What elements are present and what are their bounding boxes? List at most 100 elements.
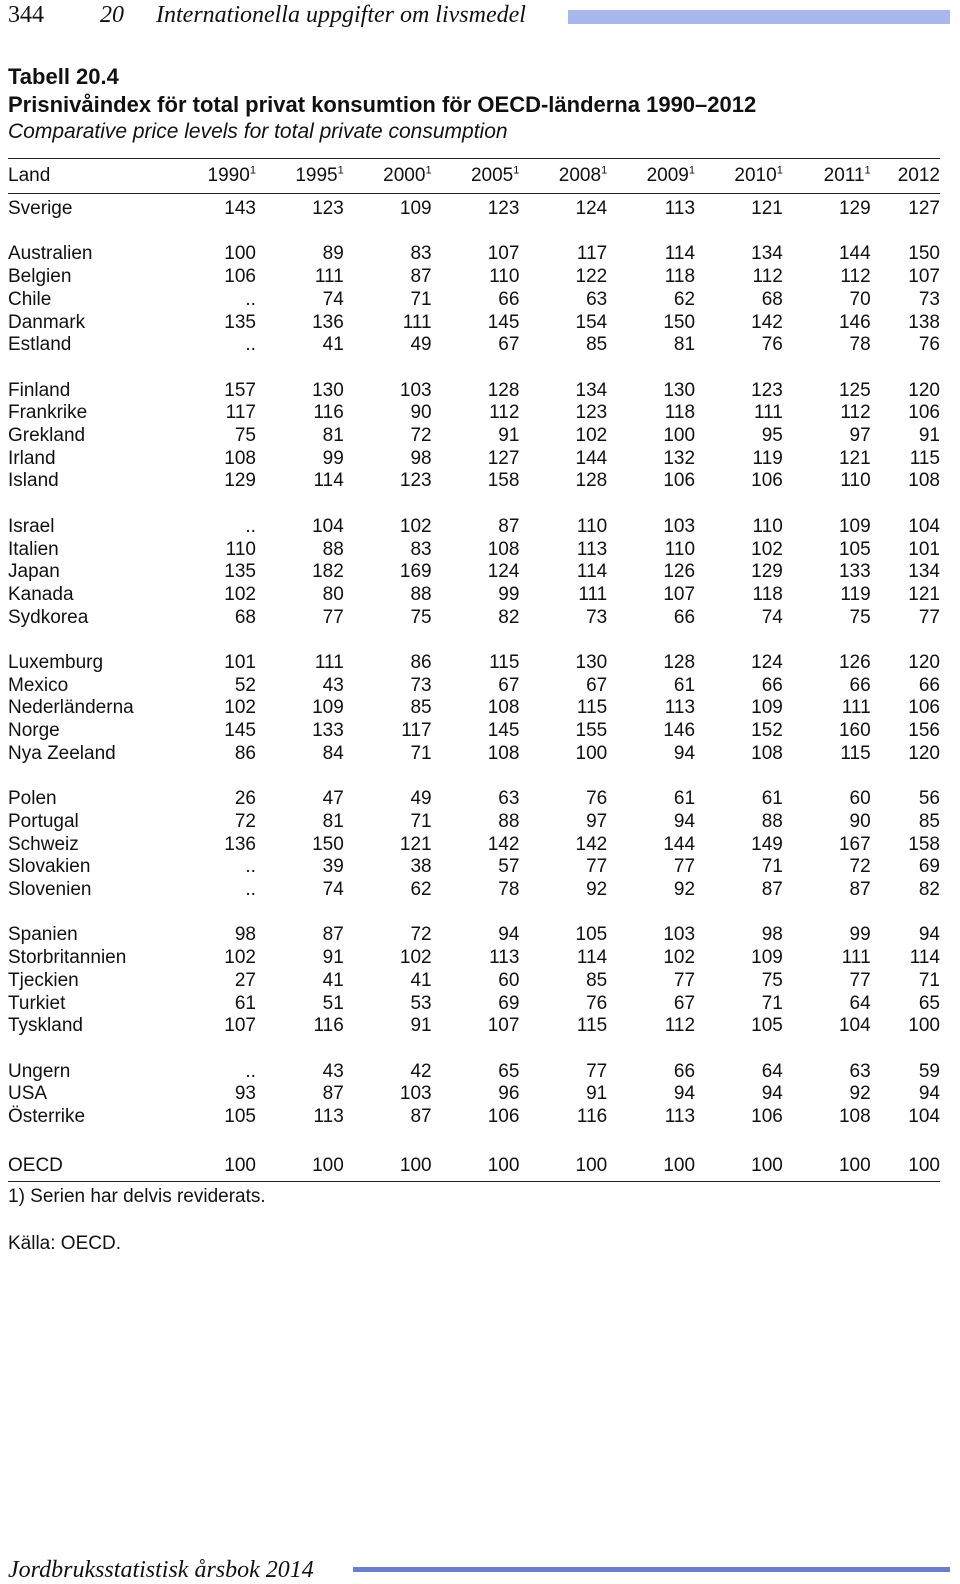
index-value-cell: 114: [313, 470, 344, 492]
column-header-label: 1995: [295, 165, 338, 186]
country-cell: Luxemburg: [8, 652, 104, 673]
index-value-cell: 65: [918, 992, 940, 1014]
index-value-cell: 110: [840, 470, 871, 492]
index-value-cell: 124: [751, 652, 783, 673]
index-value-cell: 63: [849, 1060, 871, 1082]
country-cell: Danmark: [8, 311, 86, 333]
country-cell: Spanien: [8, 924, 78, 946]
index-value-cell: 76: [586, 992, 608, 1014]
index-value-cell: 87: [410, 266, 432, 288]
index-value-cell: 121: [751, 198, 783, 219]
index-value-cell: 136: [224, 833, 256, 855]
index-value-cell: 95: [761, 425, 783, 446]
index-value-cell: 72: [410, 924, 432, 946]
index-value-cell: 102: [399, 947, 432, 969]
table-row: Frankrike 117 116 90 112 123 118 111 112 106: [8, 402, 940, 425]
index-value-cell: ..: [245, 856, 256, 878]
index-value-cell: 82: [498, 606, 520, 628]
country-cell: Island: [8, 470, 59, 492]
index-value-cell: 112: [840, 402, 871, 424]
column-header-year: 20111: [782, 158, 871, 194]
index-value-cell: 57: [498, 856, 520, 878]
group-spacer-cell: [8, 629, 940, 652]
index-value-cell: 113: [664, 1106, 696, 1128]
index-value-cell: 116: [576, 1106, 608, 1128]
index-value-cell: 156: [908, 720, 940, 742]
column-header-label: 2000: [383, 165, 426, 186]
index-value-cell: 100: [663, 425, 696, 446]
index-value-cell: 85: [586, 969, 608, 991]
footer-decorative-bar: [353, 1567, 950, 1572]
index-value-cell: 102: [663, 947, 696, 969]
index-value-cell: 78: [849, 334, 871, 356]
footnote-marker: 1: [513, 164, 520, 177]
index-value-cell: 77: [673, 969, 696, 991]
index-value-cell: 115: [909, 447, 940, 469]
index-value-cell: 127: [908, 198, 940, 219]
index-value-cell: 90: [849, 810, 871, 832]
table-row: Chile.. 74 71 66 63 62 68 70 73: [8, 289, 940, 312]
table-row: Storbritannien 102 91 102 113 114 102 109 111 114: [8, 947, 940, 970]
index-value-cell: 87: [498, 515, 520, 537]
index-value-cell: 128: [575, 470, 608, 492]
index-value-cell: 116: [313, 1015, 344, 1037]
table-row: Kanada 102 80 88 99 111 107 118 119 121: [8, 584, 940, 607]
index-value-cell: 69: [498, 992, 520, 1014]
index-value-cell: 87: [322, 1083, 344, 1105]
index-value-cell: 109: [751, 697, 783, 719]
index-value-cell: 115: [576, 1015, 608, 1037]
index-value-cell: 102: [575, 425, 608, 446]
index-value-cell: 118: [664, 266, 696, 288]
index-value-cell: 102: [399, 515, 432, 537]
index-value-cell: 107: [663, 583, 696, 605]
country-cell: Ungern: [8, 1060, 71, 1082]
index-value-cell: 96: [498, 1083, 520, 1105]
index-value-cell: 41: [410, 969, 432, 991]
index-value-cell: 53: [410, 992, 432, 1014]
index-value-cell: 142: [751, 311, 783, 333]
country-cell: Tjeckien: [8, 969, 79, 991]
column-header-year: 20091: [607, 158, 696, 194]
index-value-cell: 145: [487, 720, 520, 742]
index-value-cell: 105: [751, 1015, 783, 1037]
footnote-marker: 1: [425, 164, 432, 177]
index-value-cell: 87: [410, 1106, 432, 1128]
country-cell: Belgien: [8, 266, 72, 288]
index-value-cell: 112: [664, 1015, 696, 1037]
index-value-cell: 114: [576, 947, 608, 969]
country-cell: Sverige: [8, 198, 73, 219]
index-value-cell: 106: [751, 470, 783, 492]
index-value-cell: 47: [322, 788, 344, 810]
index-value-cell: 74: [322, 288, 344, 310]
index-value-cell: 111: [314, 652, 344, 673]
index-value-cell: 123: [399, 470, 432, 492]
index-value-cell: 102: [751, 538, 783, 560]
table-row: Estland.. 41 49 67 85 81 76 78 76: [8, 334, 940, 357]
column-header-label: 2011: [823, 165, 865, 186]
index-value-cell: 102: [224, 947, 256, 969]
index-value-cell: 135: [224, 561, 256, 583]
table-row: Nederländerna 102 109 85 108 115 113 109 111 106: [8, 697, 940, 720]
table-row: Turkiet 61 51 53 69 76 67 71 64 65: [8, 993, 940, 1016]
index-value-cell: 129: [838, 198, 871, 219]
page-number: 344: [8, 2, 44, 28]
index-value-cell: 108: [487, 742, 520, 764]
index-value-cell: 160: [838, 720, 871, 742]
group-spacer: [8, 902, 940, 925]
footer-title: Jordbruksstatistisk årsbok 2014: [8, 1557, 314, 1583]
index-value-cell: 59: [918, 1060, 940, 1082]
group-spacer-cell: [8, 1129, 940, 1152]
country-cell: Finland: [8, 379, 71, 401]
table-row: Portugal 72 81 71 88 97 94 88 90 85: [8, 811, 940, 834]
index-value-cell: 92: [849, 1083, 871, 1105]
column-header-label: 2008: [558, 165, 602, 186]
index-value-cell: 109: [399, 198, 432, 219]
index-value-cell: 83: [410, 243, 432, 265]
index-value-cell: 90: [410, 402, 432, 424]
index-value-cell: 71: [918, 969, 940, 991]
index-value-cell: 41: [322, 969, 344, 991]
group-spacer-cell: [8, 766, 940, 789]
index-value-cell: 138: [908, 311, 940, 333]
index-value-cell: 114: [664, 243, 696, 265]
table-row: Italien 110 88 83 108 113 110 102 105 101: [8, 539, 940, 562]
